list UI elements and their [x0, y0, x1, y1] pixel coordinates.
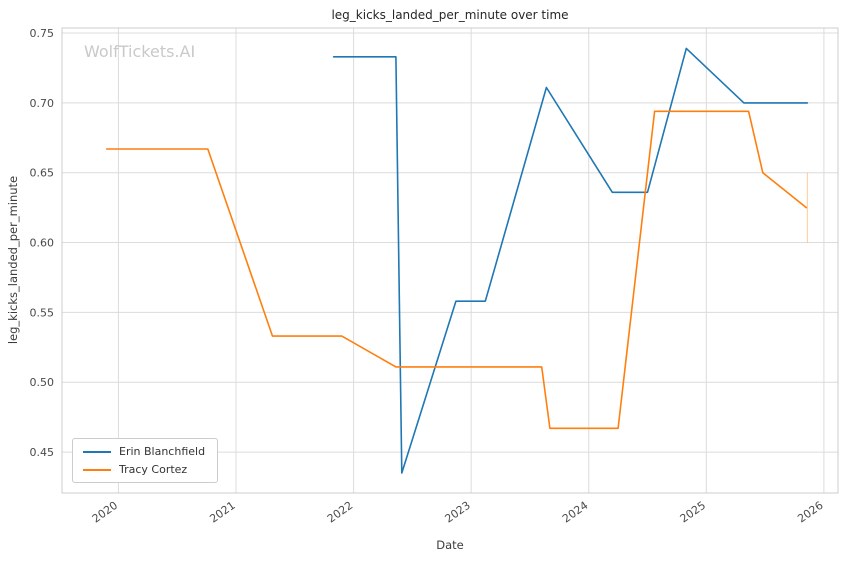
- x-tick-label: 2026: [795, 499, 825, 526]
- x-tick-label: 2020: [90, 499, 120, 526]
- x-tick-label: 2024: [560, 499, 590, 526]
- y-tick-label: 0.60: [30, 237, 55, 250]
- series-line-erin-blanchfield: [332, 47, 809, 474]
- x-tick-label: 2023: [442, 499, 472, 526]
- y-tick-label: 0.45: [30, 446, 55, 459]
- x-tick-label: 2025: [678, 499, 708, 526]
- legend-label: Tracy Cortez: [119, 463, 188, 476]
- legend: Erin Blanchfield Tracy Cortez: [72, 438, 219, 483]
- legend-item: Erin Blanchfield: [83, 446, 205, 457]
- y-tick-label: 0.75: [30, 27, 55, 40]
- y-tick-label: 0.70: [30, 97, 55, 110]
- plot-generated-layer: 2020 2021 2022 2023 2024 2025 2026 0.45 0.50 0.55…: [30, 27, 839, 526]
- legend-line-sample: [83, 468, 111, 471]
- y-axis-label: leg_kicks_landed_per_minute: [6, 176, 20, 344]
- y-tick-label: 0.55: [30, 306, 55, 319]
- legend-item: Tracy Cortez: [83, 464, 205, 475]
- series-line-tracy-cortez: [105, 110, 808, 430]
- legend-line-sample: [83, 450, 111, 453]
- x-axis-label: Date: [436, 538, 464, 552]
- plot-border: [61, 27, 839, 494]
- x-tick-label: 2021: [207, 499, 237, 526]
- y-tick-label: 0.65: [30, 167, 55, 180]
- chart-title: leg_kicks_landed_per_minute over time: [331, 8, 568, 22]
- legend-label: Erin Blanchfield: [119, 445, 206, 458]
- watermark: WolfTickets.AI: [84, 42, 195, 61]
- x-tick-label: 2022: [325, 499, 355, 526]
- y-tick-label: 0.50: [30, 376, 55, 389]
